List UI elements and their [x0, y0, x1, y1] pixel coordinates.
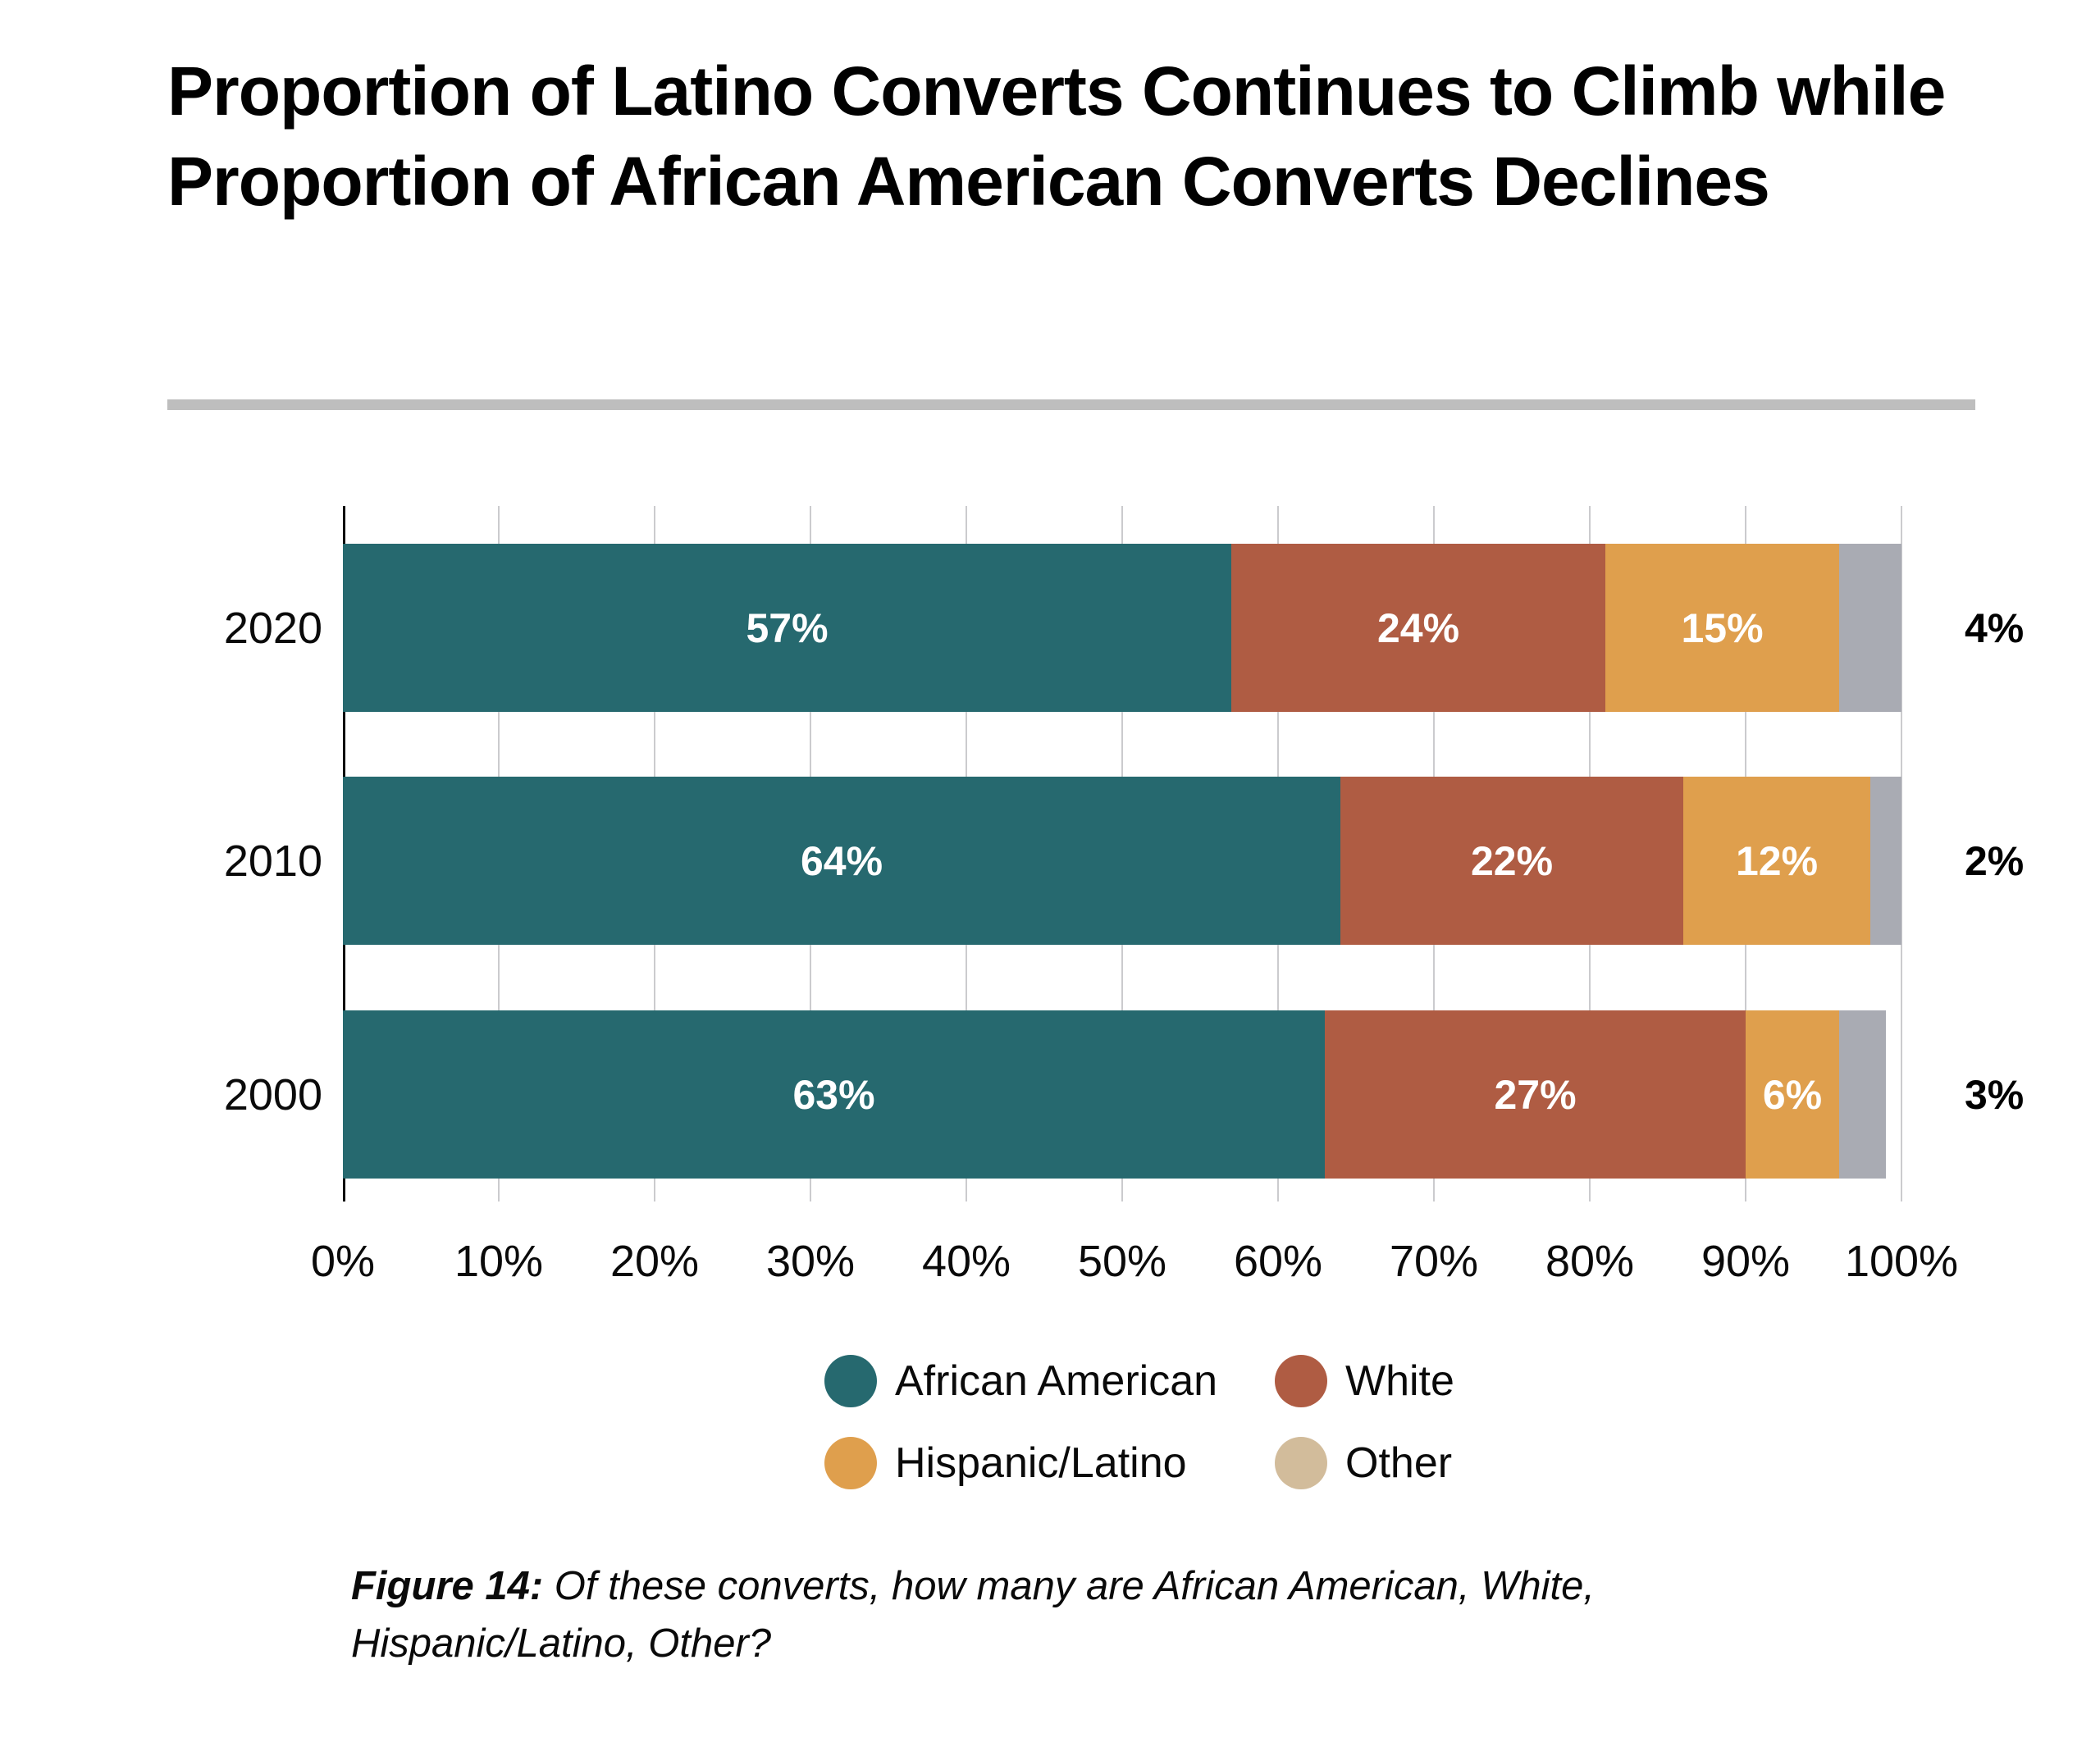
gridline	[1901, 506, 1902, 1201]
bar-segment-other	[1839, 1010, 1886, 1179]
legend-item-other: Other	[1275, 1437, 1454, 1489]
value-label-outside-other: 3%	[1965, 1071, 2025, 1118]
plot-area: 0% 10% 20% 30% 40% 50% 60% 70% 80% 90% 100% 2020 57%…	[224, 506, 2024, 1286]
legend-swatch-white	[1275, 1355, 1327, 1407]
legend-item-white: White	[1275, 1355, 1454, 1407]
bar-segment-african-american: 63%	[343, 1010, 1325, 1179]
x-tick-label: 60%	[1233, 1237, 1323, 1286]
bar-segment-other	[1870, 777, 1901, 945]
x-tick-label: 10%	[454, 1237, 544, 1286]
value-label-outside-other: 2%	[1965, 837, 2025, 884]
legend: African American White Hispanic/Latino Othe…	[824, 1355, 1454, 1489]
bar-segment-other	[1839, 544, 1901, 712]
x-tick-label: 80%	[1545, 1237, 1635, 1286]
value-label-african-american: 63%	[792, 1071, 875, 1118]
x-tick-label: 20%	[609, 1237, 700, 1286]
value-label-hispanic-latino: 15%	[1681, 604, 1764, 651]
caption-text: Of these converts, how many are African …	[351, 1564, 1595, 1666]
bar-row-2010: 2010 64% 22% 12% 2%	[224, 777, 2024, 945]
legend-swatch-hispanic-latino	[824, 1437, 877, 1489]
bar-segment-white: 22%	[1340, 777, 1683, 945]
value-label-african-american: 64%	[800, 837, 883, 884]
bar-segment-african-american: 57%	[343, 544, 1231, 712]
x-tick-label: 50%	[1077, 1237, 1167, 1286]
legend-item-label: Hispanic/Latino	[895, 1439, 1187, 1487]
caption-label: Figure 14:	[351, 1564, 544, 1608]
bar-segment-hispanic-latino: 15%	[1605, 544, 1839, 712]
legend-item-label: Other	[1345, 1439, 1453, 1487]
year-label: 2000	[223, 1069, 322, 1119]
legend-item-hispanic-latino: Hispanic/Latino	[824, 1437, 1275, 1489]
legend-item-label: White	[1345, 1357, 1454, 1405]
bar-segment-white: 24%	[1231, 544, 1605, 712]
value-label-white: 24%	[1376, 604, 1460, 651]
legend-swatch-other	[1275, 1437, 1327, 1489]
legend-item-label: African American	[895, 1357, 1218, 1405]
figure-caption: Figure 14: Of these converts, how many a…	[351, 1558, 1746, 1672]
x-tick-label: 40%	[921, 1237, 1011, 1286]
x-tick-label: 0%	[310, 1237, 376, 1286]
bar-row-2020: 2020 57% 24% 15% 4%	[224, 544, 2024, 712]
value-label-white: 27%	[1494, 1071, 1577, 1118]
title-divider	[167, 399, 1975, 410]
bar-row-2000: 2000 63% 27% 6% 3%	[224, 1010, 2024, 1179]
year-label: 2010	[223, 836, 322, 886]
year-label: 2020	[223, 603, 322, 653]
value-label-white: 22%	[1470, 837, 1554, 884]
x-tick-label: 30%	[765, 1237, 856, 1286]
legend-swatch-african-american	[824, 1355, 877, 1407]
bar-segment-hispanic-latino: 12%	[1683, 777, 1870, 945]
x-tick-label: 100%	[1844, 1237, 1959, 1286]
chart-title: Proportion of Latino Converts Continues …	[167, 52, 1946, 221]
value-label-outside-other: 4%	[1965, 604, 2025, 651]
value-label-hispanic-latino: 6%	[1762, 1071, 1823, 1118]
x-tick-label: 90%	[1701, 1237, 1791, 1286]
legend-item-african-american: African American	[824, 1355, 1275, 1407]
value-label-hispanic-latino: 12%	[1735, 837, 1819, 884]
bar-segment-hispanic-latino: 6%	[1746, 1010, 1839, 1179]
x-tick-label: 70%	[1389, 1237, 1479, 1286]
bar-segment-white: 27%	[1325, 1010, 1746, 1179]
value-label-african-american: 57%	[746, 604, 829, 651]
bar-segment-african-american: 64%	[343, 777, 1340, 945]
